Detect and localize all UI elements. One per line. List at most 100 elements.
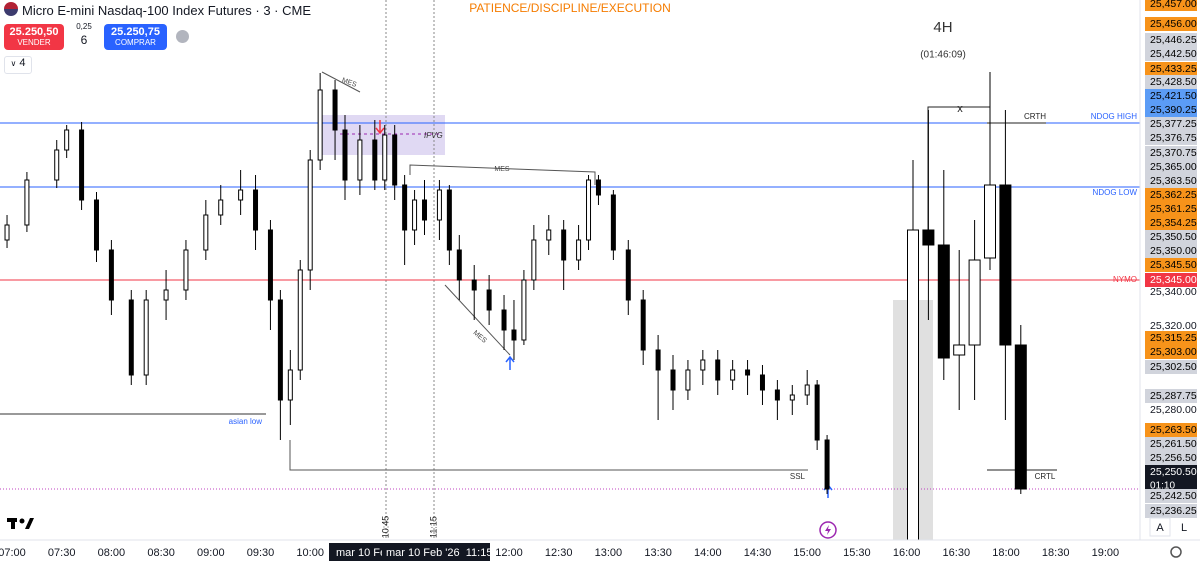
price-tag-label: 25,280.00 (1150, 404, 1197, 416)
candle-body (267, 229, 273, 301)
price-tag-label: 25,370.75 (1150, 147, 1197, 159)
candle-body (64, 129, 70, 151)
settings-icon[interactable] (1170, 546, 1182, 558)
annotation: CRTH (1024, 112, 1046, 121)
info-icon[interactable] (176, 30, 189, 43)
x-tick-label: 19:00 (1092, 547, 1120, 559)
candle-body (422, 199, 428, 221)
candle-body (655, 349, 661, 371)
vertical-label: 11:15 (428, 516, 438, 538)
price-tag-label: 25,315.25 (1150, 332, 1197, 344)
price-tag-label: 25,242.50 (1150, 490, 1197, 502)
x-tick-label: 15:00 (793, 547, 821, 559)
symbol-title[interactable]: Micro E-mini Nasdaq-100 Index Futures · … (22, 3, 311, 18)
candle-body (804, 384, 810, 396)
candle-body (24, 179, 30, 226)
spread: 0,25 (76, 22, 92, 31)
price-tag-label: 25,376.75 (1150, 132, 1197, 144)
annotation: NDOG HIGH (1091, 112, 1137, 121)
x-tick-label: 13:30 (644, 547, 672, 559)
x-tick-label: 07:00 (0, 547, 26, 559)
candle-body (402, 184, 408, 231)
x-tick-label: 12:30 (545, 547, 573, 559)
vertical-label: 10:45 (380, 516, 390, 539)
price-tag (1145, 146, 1197, 160)
candle-body (789, 394, 795, 401)
x-tick-label: 13:00 (595, 547, 623, 559)
price-tag-label: 25,236.25 (1150, 505, 1197, 517)
candle-body (218, 199, 224, 216)
price-tag (1145, 331, 1197, 345)
log-label[interactable]: L (1181, 522, 1187, 534)
candle-body (54, 149, 60, 181)
indicators-toggle[interactable]: ∨ 4 (4, 56, 32, 74)
auto-button[interactable] (1149, 517, 1171, 537)
annotation: MES (494, 166, 510, 173)
candle-body (297, 269, 303, 371)
x-tick-label: 10:00 (296, 547, 324, 559)
crosshair-date (382, 543, 490, 561)
buy-button[interactable]: 25.250,75 COMPRAR (104, 24, 167, 50)
candle-body (307, 159, 313, 271)
candle-body (999, 184, 1012, 346)
indicators-count[interactable]: 4 (19, 57, 26, 69)
price-tag-label: 25,345.00 (1150, 274, 1197, 286)
price-tag-label: 25,350.50 (1150, 231, 1197, 243)
price-tag (1145, 451, 1197, 465)
candle-body (586, 179, 592, 241)
price-tag-label: 25,350.00 (1150, 245, 1197, 257)
annotation: IFVG (424, 131, 443, 140)
sell-price[interactable]: 25.250,50 (9, 26, 59, 38)
buy-price[interactable]: 25.250,75 (111, 26, 160, 38)
quantity[interactable]: 6 (80, 33, 88, 47)
candle-body (968, 259, 981, 346)
price-tag (1145, 174, 1197, 188)
price-axis-tags: 25,457.00 25,456.00 25,446.25 25,442.50 25,4… (1145, 0, 1197, 518)
price-tag (1145, 258, 1197, 272)
candle-body (1014, 344, 1027, 490)
price-tag-label: 25,456.00 (1150, 18, 1197, 30)
candle-body (317, 89, 323, 161)
price-tag-label: 25,263.50 (1150, 424, 1197, 436)
alert-icon-bolt (825, 525, 831, 535)
price-tag (1145, 17, 1197, 31)
price-tag-label: 25,250.50 (1150, 466, 1197, 478)
buy-label[interactable]: COMPRAR (115, 38, 156, 47)
price-tag (1145, 131, 1197, 145)
annotation: MES (341, 77, 358, 89)
candle-body (759, 374, 765, 391)
annotation: SSL (790, 472, 806, 481)
htf-countdown: (01:46:09) (920, 50, 966, 61)
countdown-label: 01:10 (1150, 481, 1175, 492)
x-tick-label: 16:30 (943, 547, 971, 559)
flag-icon (4, 2, 18, 16)
candle-body (128, 299, 134, 376)
up-arrow (505, 355, 515, 370)
price-tag-label: 25,421.50 (1150, 90, 1197, 102)
price-tag (1145, 230, 1197, 244)
annotation: CRTL (1035, 472, 1056, 481)
auto-label[interactable]: A (1156, 522, 1164, 534)
time-axis: 07:00 07:30 08:00 08:30 09:00 09:30 10:00 12:00… (0, 547, 1119, 559)
sell-label[interactable]: VENDER (17, 38, 51, 47)
candle-body (287, 369, 293, 401)
spread-box: 0,25 6 (68, 22, 100, 47)
price-tag (1145, 62, 1197, 76)
candle-body (984, 184, 996, 259)
mes-line (444, 284, 511, 356)
candle-body (342, 129, 348, 181)
candle-body (436, 189, 442, 221)
price-tag (1145, 47, 1197, 61)
candle-body (392, 134, 398, 186)
alert-icon[interactable] (819, 521, 837, 539)
price-tag (1145, 216, 1197, 230)
candle-body (953, 344, 966, 356)
candle-body (595, 179, 601, 196)
price-tag-label: 25,345.50 (1150, 259, 1197, 271)
candle-body (183, 249, 189, 291)
price-tag (1145, 437, 1197, 451)
candles (4, 72, 1027, 541)
crosshair-date-label: mar 10 Fe (336, 547, 386, 559)
sell-button[interactable]: 25.250,50 VENDER (4, 24, 64, 50)
